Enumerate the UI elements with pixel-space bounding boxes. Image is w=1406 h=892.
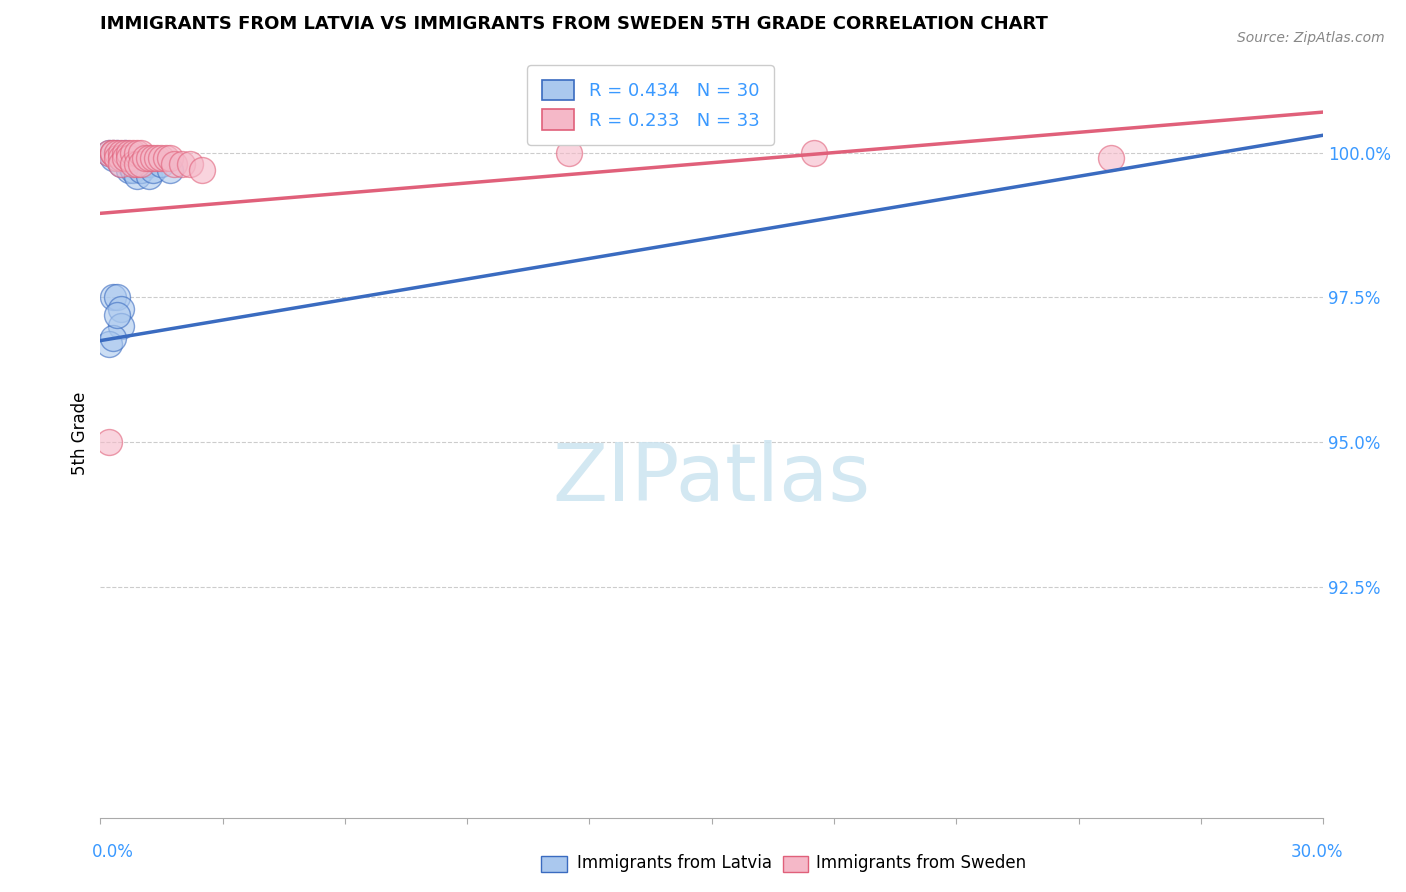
Point xyxy=(101,145,124,160)
Point xyxy=(146,152,169,166)
Point xyxy=(105,145,128,160)
Point xyxy=(118,152,141,166)
Point xyxy=(125,145,148,160)
Point xyxy=(125,157,148,171)
Point xyxy=(138,169,160,183)
Point xyxy=(118,145,141,160)
Point xyxy=(138,157,160,171)
Point xyxy=(101,331,124,345)
Point xyxy=(97,145,120,160)
Point xyxy=(159,163,181,178)
Point xyxy=(163,157,186,171)
Point xyxy=(138,152,160,166)
Point xyxy=(122,145,145,160)
Point xyxy=(191,163,214,178)
Point xyxy=(125,169,148,183)
Point xyxy=(110,152,132,166)
Text: 30.0%: 30.0% xyxy=(1291,843,1343,861)
Point xyxy=(129,163,152,178)
Point xyxy=(118,157,141,171)
Point xyxy=(105,308,128,322)
Point xyxy=(105,290,128,304)
Point xyxy=(142,152,165,166)
Text: ZIPatlas: ZIPatlas xyxy=(553,441,870,518)
Point xyxy=(129,152,152,166)
Point xyxy=(110,157,132,171)
Point xyxy=(129,145,152,160)
Point xyxy=(803,145,825,160)
Point xyxy=(110,145,132,160)
Point xyxy=(110,152,132,166)
Point xyxy=(134,152,156,166)
Point xyxy=(118,163,141,178)
Point xyxy=(155,152,177,166)
Point xyxy=(101,290,124,304)
Point xyxy=(101,145,124,160)
Point xyxy=(97,336,120,351)
Point xyxy=(159,152,181,166)
Text: 0.0%: 0.0% xyxy=(91,843,134,861)
Y-axis label: 5th Grade: 5th Grade xyxy=(72,392,89,475)
Point xyxy=(150,152,173,166)
Point xyxy=(114,145,136,160)
Point xyxy=(170,157,193,171)
Point xyxy=(1099,152,1122,166)
Point xyxy=(125,157,148,171)
Point xyxy=(179,157,201,171)
Point xyxy=(101,145,124,160)
Point xyxy=(134,157,156,171)
Point xyxy=(110,301,132,316)
Text: Immigrants from Latvia: Immigrants from Latvia xyxy=(578,854,772,871)
Text: IMMIGRANTS FROM LATVIA VS IMMIGRANTS FROM SWEDEN 5TH GRADE CORRELATION CHART: IMMIGRANTS FROM LATVIA VS IMMIGRANTS FRO… xyxy=(100,15,1049,33)
Point xyxy=(114,145,136,160)
Point xyxy=(129,157,152,171)
Point xyxy=(110,157,132,171)
Point xyxy=(118,152,141,166)
Text: Source: ZipAtlas.com: Source: ZipAtlas.com xyxy=(1237,31,1385,45)
Point xyxy=(97,434,120,449)
Point xyxy=(110,319,132,334)
Point xyxy=(105,145,128,160)
Point xyxy=(142,163,165,178)
Text: Immigrants from Sweden: Immigrants from Sweden xyxy=(815,854,1026,871)
Point xyxy=(558,145,581,160)
Point xyxy=(122,157,145,171)
Point xyxy=(97,145,120,160)
Point xyxy=(122,163,145,178)
Point xyxy=(122,152,145,166)
Point xyxy=(101,152,124,166)
Point xyxy=(114,152,136,166)
Legend: R = 0.434   N = 30, R = 0.233   N = 33: R = 0.434 N = 30, R = 0.233 N = 33 xyxy=(527,65,773,145)
Point xyxy=(105,152,128,166)
Point xyxy=(150,157,173,171)
Point xyxy=(114,152,136,166)
